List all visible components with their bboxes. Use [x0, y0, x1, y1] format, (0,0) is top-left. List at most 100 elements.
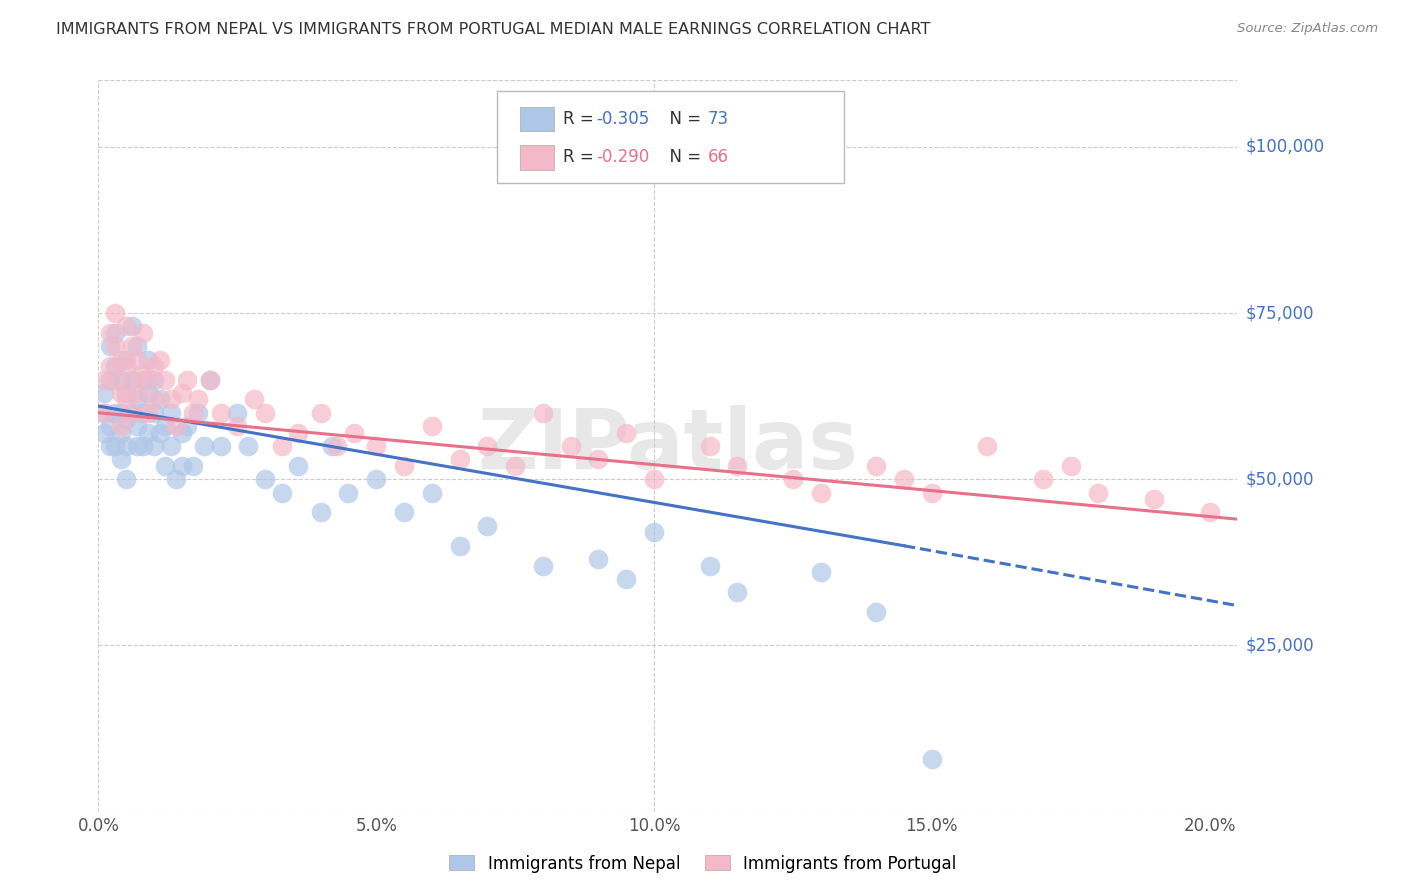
Point — [921, 751, 943, 765]
Point — [115, 472, 138, 486]
Point — [138, 406, 160, 420]
Point — [138, 372, 160, 386]
Point — [226, 406, 249, 420]
Text: IMMIGRANTS FROM NEPAL VS IMMIGRANTS FROM PORTUGAL MEDIAN MALE EARNINGS CORRELATI: IMMIGRANTS FROM NEPAL VS IMMIGRANTS FROM… — [56, 22, 931, 37]
Point — [132, 439, 155, 453]
Point — [531, 558, 554, 573]
Text: ZIPatlas: ZIPatlas — [478, 406, 858, 486]
Point — [115, 385, 138, 400]
Text: R =: R = — [562, 148, 599, 166]
Point — [921, 485, 943, 500]
Point — [132, 372, 155, 386]
Point — [181, 458, 204, 473]
Point — [93, 406, 115, 420]
Point — [98, 419, 121, 434]
Point — [170, 385, 193, 400]
Point — [104, 326, 127, 340]
Point — [366, 439, 388, 453]
Point — [153, 419, 176, 434]
Point — [1087, 485, 1109, 500]
Point — [93, 385, 115, 400]
Point — [699, 558, 721, 573]
Point — [98, 439, 121, 453]
Point — [165, 472, 187, 486]
Point — [560, 439, 582, 453]
Point — [121, 406, 143, 420]
Point — [138, 385, 160, 400]
Point — [449, 539, 471, 553]
Point — [93, 372, 115, 386]
Point — [198, 372, 221, 386]
Text: 73: 73 — [707, 110, 728, 128]
Point — [115, 352, 138, 367]
Point — [865, 605, 887, 619]
Text: R =: R = — [562, 110, 599, 128]
Point — [121, 406, 143, 420]
Text: $100,000: $100,000 — [1246, 137, 1324, 156]
Point — [104, 359, 127, 374]
Point — [104, 372, 127, 386]
Point — [343, 425, 366, 440]
Point — [477, 518, 499, 533]
Point — [127, 352, 149, 367]
Point — [143, 439, 166, 453]
Bar — [520, 145, 554, 169]
Point — [159, 406, 181, 420]
Point — [226, 419, 249, 434]
Point — [170, 458, 193, 473]
Point — [337, 485, 360, 500]
Text: Source: ZipAtlas.com: Source: ZipAtlas.com — [1237, 22, 1378, 36]
Point — [104, 439, 127, 453]
Point — [588, 452, 610, 467]
Point — [127, 385, 149, 400]
Point — [810, 485, 832, 500]
Point — [121, 372, 143, 386]
Point — [159, 392, 181, 407]
Point — [148, 352, 170, 367]
Point — [132, 366, 155, 380]
Text: N =: N = — [659, 148, 706, 166]
Point — [287, 425, 309, 440]
Point — [98, 339, 121, 353]
Text: $50,000: $50,000 — [1246, 470, 1315, 488]
Legend: Immigrants from Nepal, Immigrants from Portugal: Immigrants from Nepal, Immigrants from P… — [443, 848, 963, 880]
Point — [287, 458, 309, 473]
Point — [449, 452, 471, 467]
Point — [309, 406, 332, 420]
Point — [198, 372, 221, 386]
Point — [588, 552, 610, 566]
Point — [93, 425, 115, 440]
Point — [98, 359, 121, 374]
Point — [132, 406, 155, 420]
Point — [170, 425, 193, 440]
Point — [420, 485, 443, 500]
Point — [643, 525, 665, 540]
Point — [110, 352, 132, 367]
Point — [477, 439, 499, 453]
Bar — [520, 107, 554, 131]
Point — [366, 472, 388, 486]
Point — [187, 392, 209, 407]
Point — [143, 372, 166, 386]
Point — [153, 372, 176, 386]
Point — [104, 339, 127, 353]
Point — [176, 419, 198, 434]
Point — [127, 419, 149, 434]
Point — [614, 425, 637, 440]
Text: -0.290: -0.290 — [596, 148, 650, 166]
Point — [138, 352, 160, 367]
Point — [121, 339, 143, 353]
Point — [193, 439, 215, 453]
Point — [98, 326, 121, 340]
Point — [420, 419, 443, 434]
Point — [115, 359, 138, 374]
Point — [153, 458, 176, 473]
Point — [159, 439, 181, 453]
Point — [1198, 506, 1220, 520]
Point — [138, 425, 160, 440]
Text: $25,000: $25,000 — [1246, 637, 1315, 655]
Text: $75,000: $75,000 — [1246, 304, 1315, 322]
Point — [725, 458, 748, 473]
Point — [121, 319, 143, 334]
Point — [725, 585, 748, 599]
